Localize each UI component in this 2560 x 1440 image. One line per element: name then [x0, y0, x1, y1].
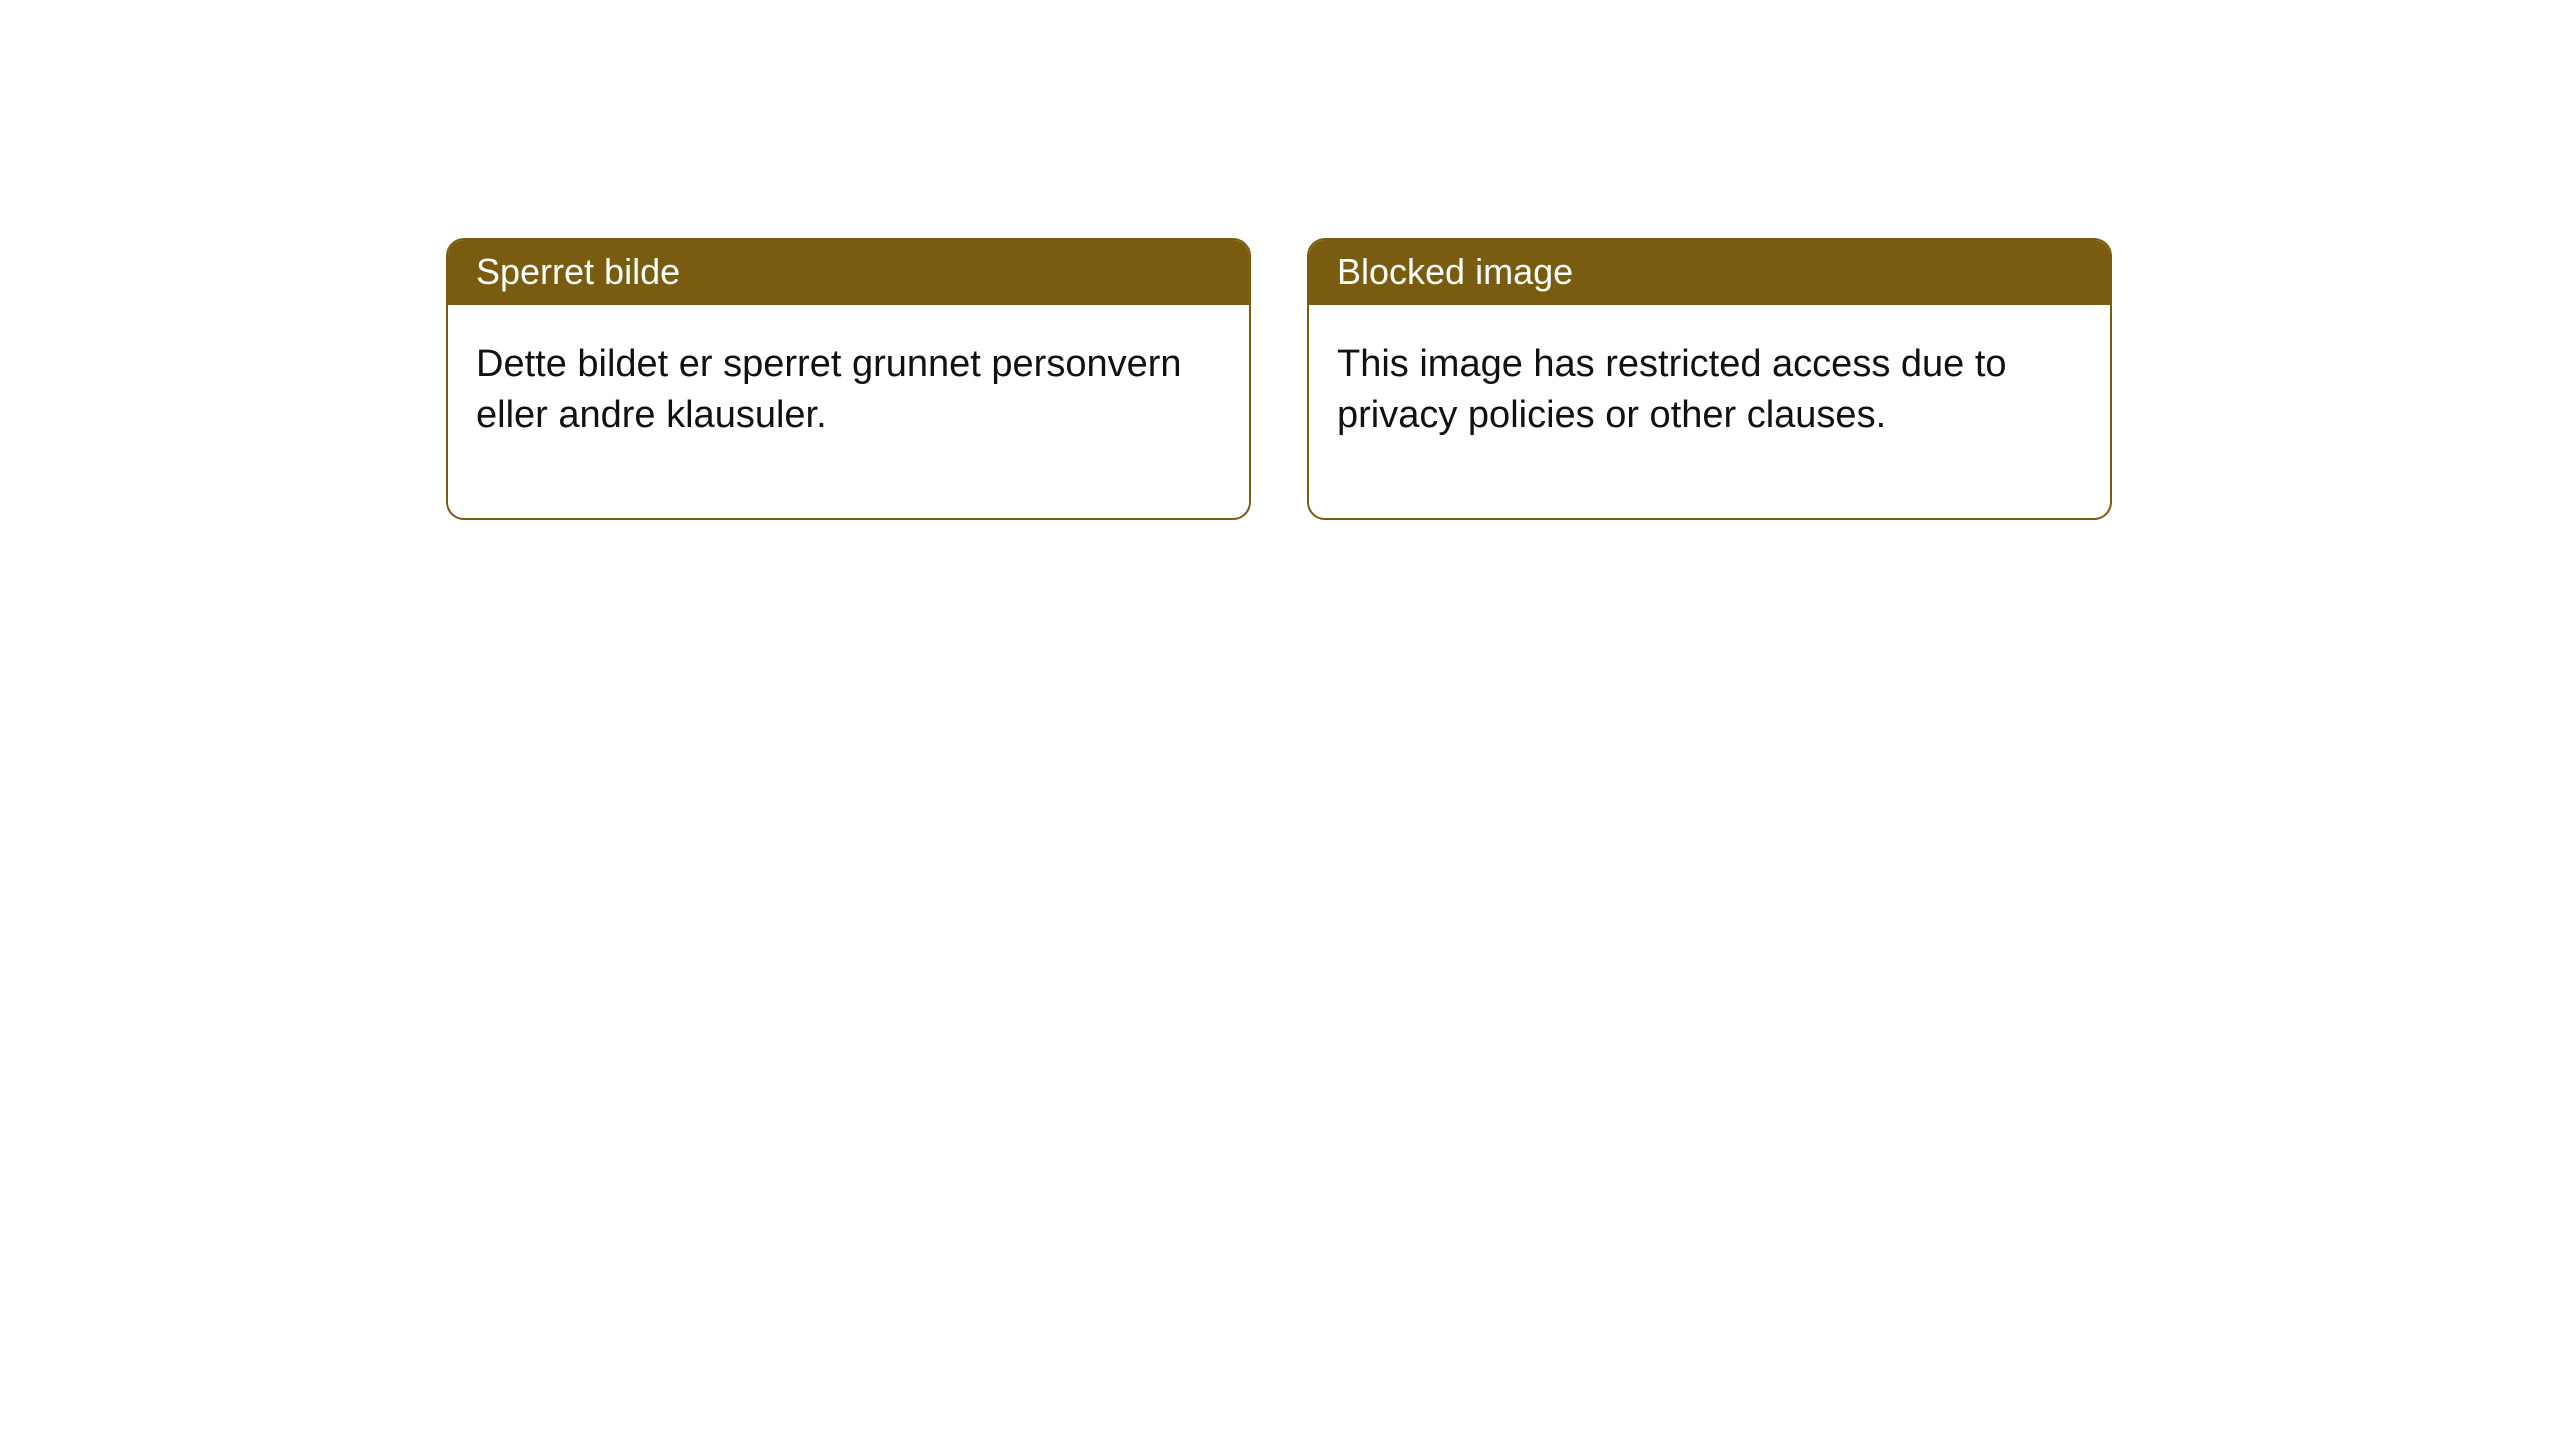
card-header: Blocked image	[1309, 240, 2110, 305]
card-body: Dette bildet er sperret grunnet personve…	[448, 305, 1249, 518]
blocked-image-card-english: Blocked image This image has restricted …	[1307, 238, 2112, 520]
card-header: Sperret bilde	[448, 240, 1249, 305]
notice-card-container: Sperret bilde Dette bildet er sperret gr…	[446, 238, 2112, 520]
card-body: This image has restricted access due to …	[1309, 305, 2110, 518]
blocked-image-card-norwegian: Sperret bilde Dette bildet er sperret gr…	[446, 238, 1251, 520]
